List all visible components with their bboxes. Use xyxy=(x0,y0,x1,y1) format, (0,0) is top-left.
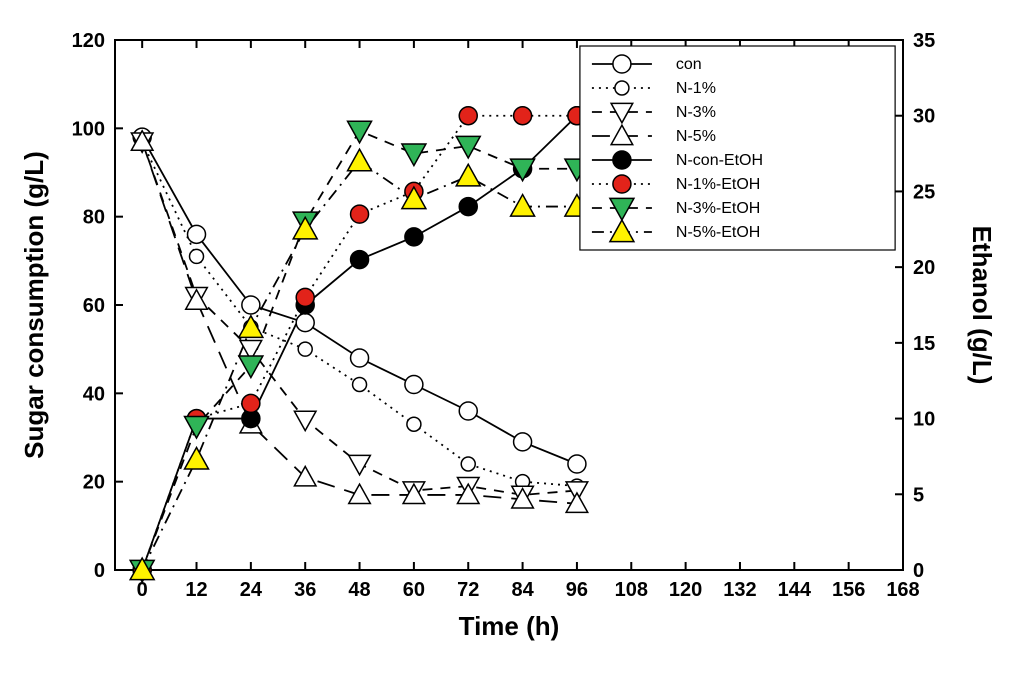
x-tick-label: 108 xyxy=(615,579,648,601)
legend-label: N-5% xyxy=(676,128,716,145)
y-right-tick-label: 15 xyxy=(913,333,935,355)
x-tick-label: 144 xyxy=(778,579,812,601)
x-tick-label: 84 xyxy=(511,579,534,601)
x-tick-label: 168 xyxy=(886,579,919,601)
y-right-tick-label: 20 xyxy=(913,257,935,279)
legend-label: con xyxy=(676,56,702,73)
x-tick-label: 132 xyxy=(723,579,756,601)
legend-label: N-5%-EtOH xyxy=(676,224,760,241)
x-tick-label: 48 xyxy=(348,579,370,601)
legend-label: N-1% xyxy=(676,80,716,97)
x-tick-label: 36 xyxy=(294,579,316,601)
y-left-axis-title: Sugar consumption (g/L) xyxy=(19,151,49,459)
x-tick-label: 12 xyxy=(185,579,207,601)
y-right-tick-label: 30 xyxy=(913,106,935,128)
y-right-tick-label: 25 xyxy=(913,181,935,203)
y-right-tick-label: 5 xyxy=(913,484,924,506)
x-tick-label: 72 xyxy=(457,579,479,601)
y-left-tick-label: 0 xyxy=(94,560,105,582)
y-left-tick-label: 40 xyxy=(83,383,105,405)
y-right-tick-label: 10 xyxy=(913,409,935,431)
x-tick-label: 156 xyxy=(832,579,865,601)
chart-container: 0 12 24 36 48 60 72 84 96 108 120 132 144 156 168 Time … xyxy=(0,0,1018,673)
legend: con N-1% N-3% N-5% N-con-EtOH N-1%-EtOH N-3%-E… xyxy=(580,46,895,250)
y-right-tick-label: 0 xyxy=(913,560,924,582)
x-axis-title: Time (h) xyxy=(459,611,560,641)
legend-label: N-3% xyxy=(676,104,716,121)
legend-label: N-3%-EtOH xyxy=(676,200,760,217)
y-right-tick-label: 35 xyxy=(913,30,935,52)
legend-label: N-con-EtOH xyxy=(676,152,763,169)
x-tick-label: 120 xyxy=(669,579,702,601)
y-left-tick-label: 100 xyxy=(72,118,105,140)
x-tick-label: 24 xyxy=(240,579,263,601)
y-left-tick-label: 120 xyxy=(72,30,105,52)
y-left-tick-label: 60 xyxy=(83,295,105,317)
x-tick-label: 60 xyxy=(403,579,425,601)
y-left-tick-label: 20 xyxy=(83,472,105,494)
x-tick-label: 96 xyxy=(566,579,588,601)
legend-label: N-1%-EtOH xyxy=(676,176,760,193)
chart-svg: 0 12 24 36 48 60 72 84 96 108 120 132 144 156 168 Time … xyxy=(0,0,1018,673)
y-right-axis-title: Ethanol (g/L) xyxy=(967,226,997,385)
y-left-tick-label: 80 xyxy=(83,207,105,229)
